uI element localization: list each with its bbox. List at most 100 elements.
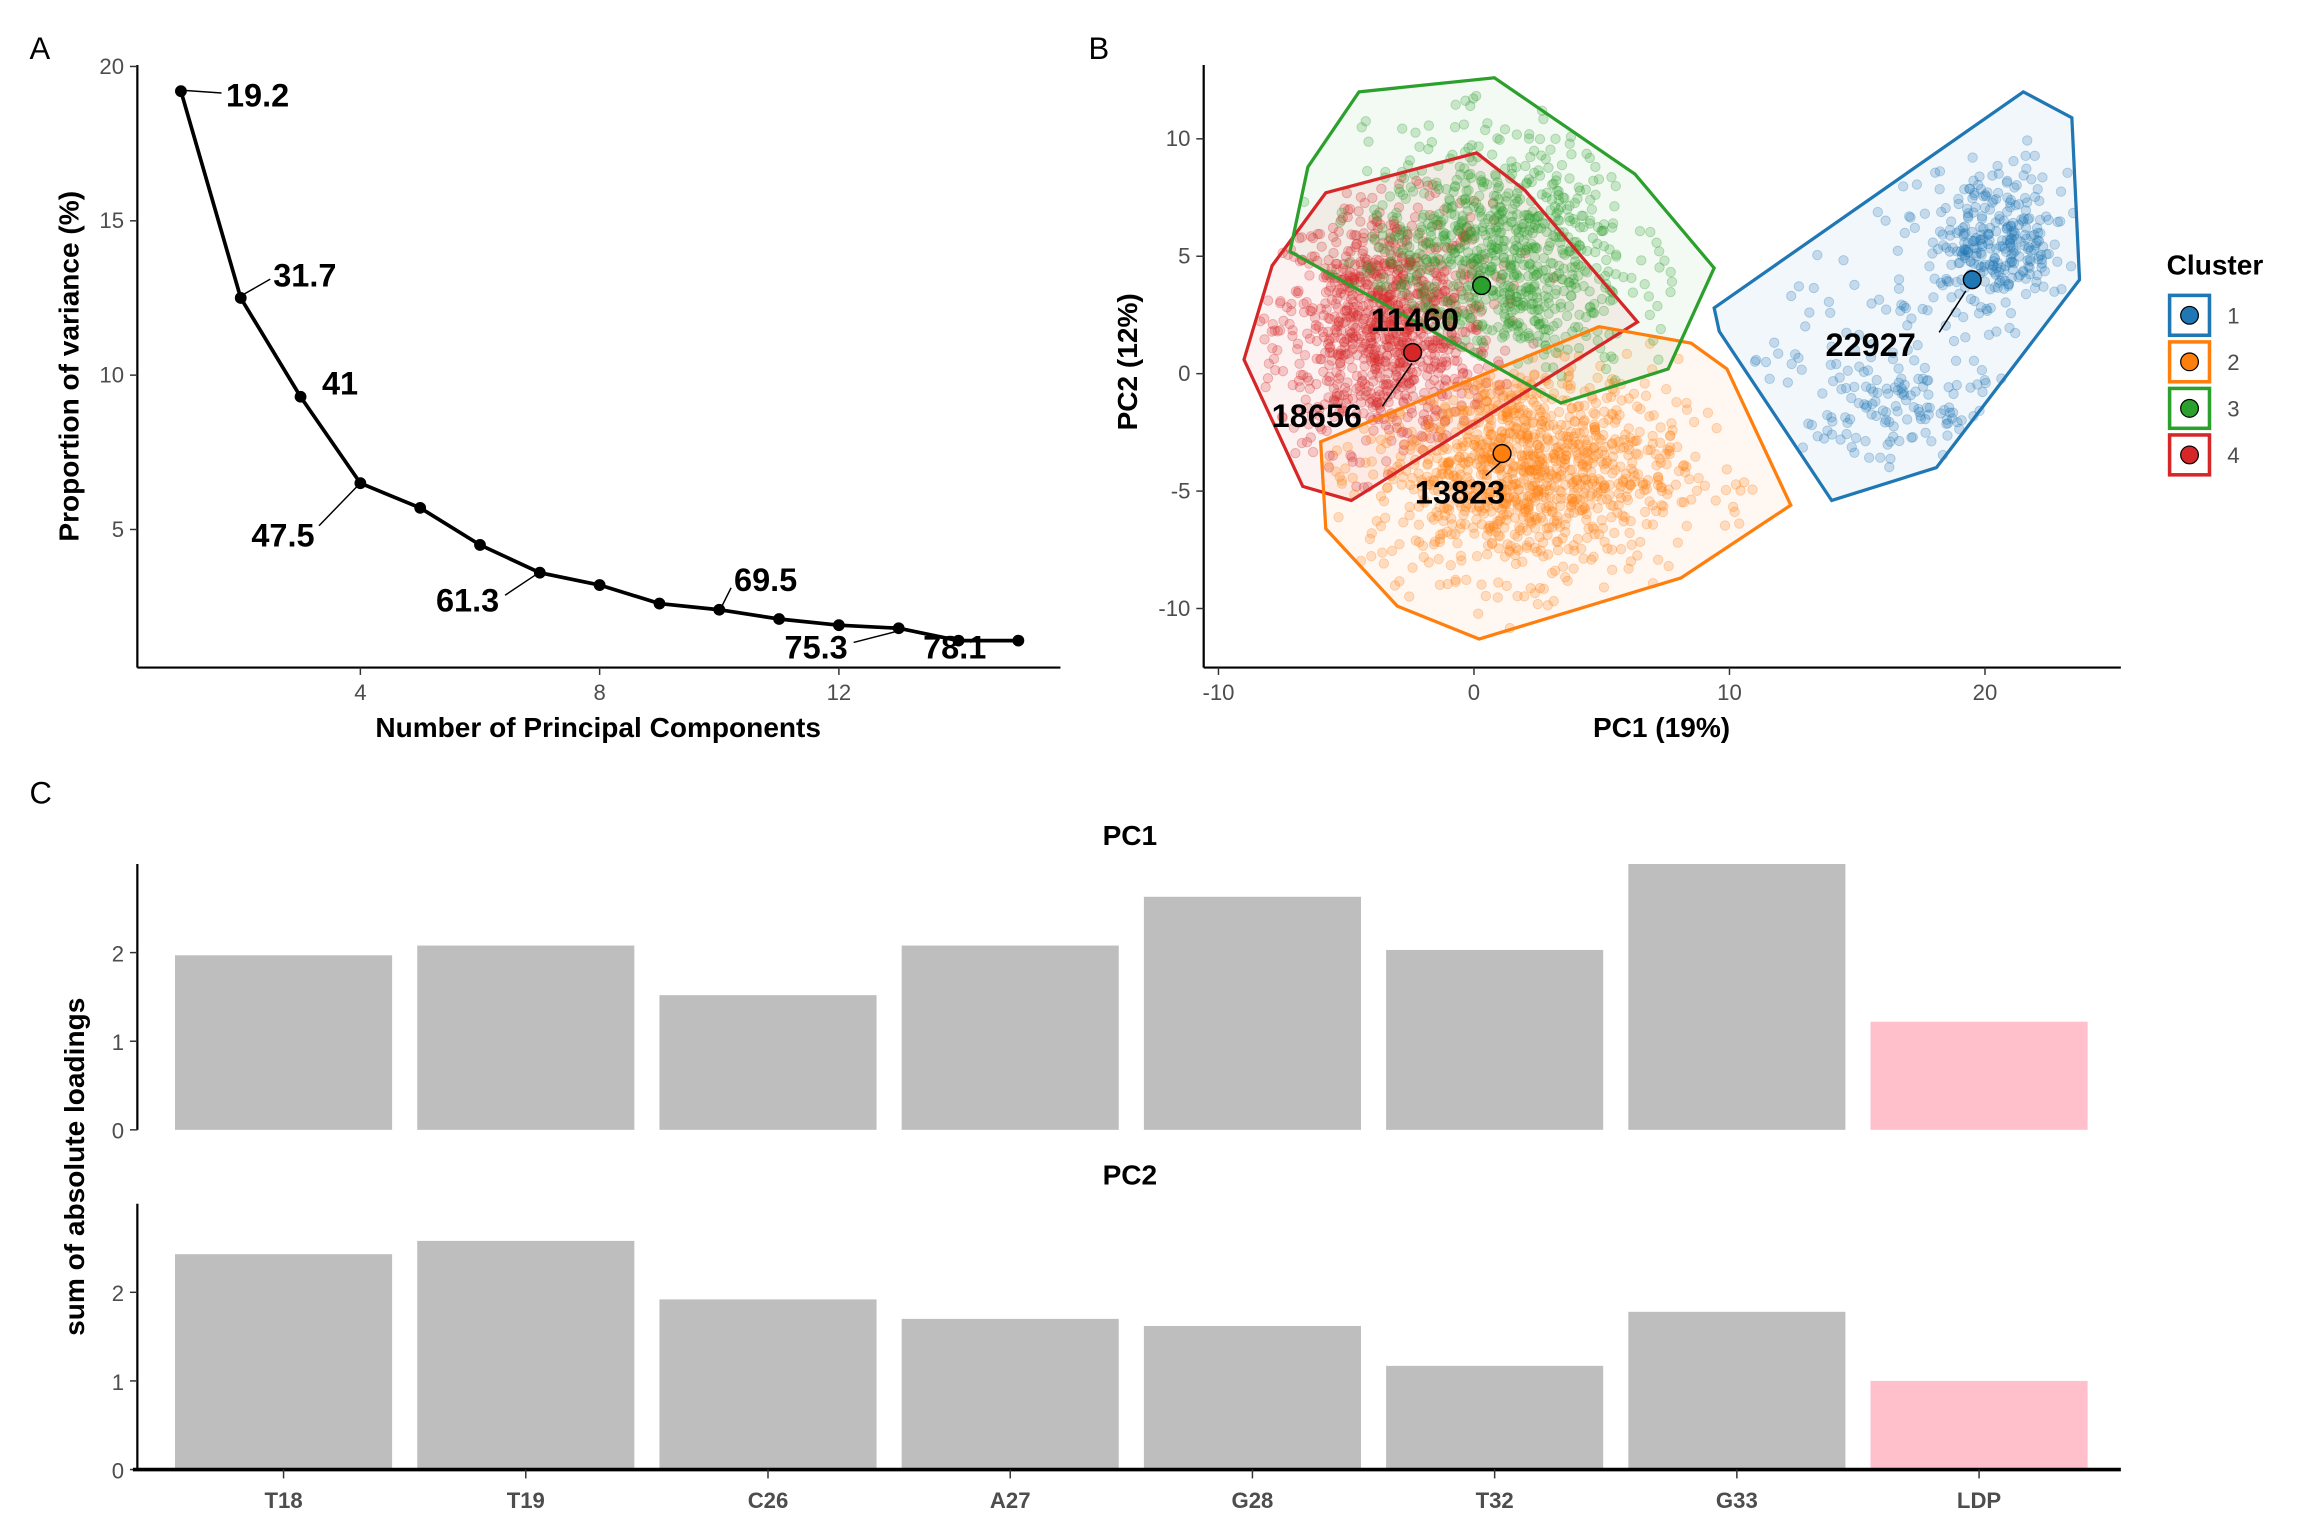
scatter-point [1538,583,1549,595]
scatter-point [1653,354,1664,365]
scatter-point [1368,268,1379,279]
scatter-point [1334,390,1345,401]
scatter-point [1328,231,1339,243]
scatter-point [1287,330,1298,342]
scatter-point [1634,225,1646,237]
scatter-point [1269,325,1280,336]
scatter-point [1543,162,1554,173]
scatter-point [1662,489,1673,500]
scatter-point [1469,233,1480,244]
scatter-point [1992,160,2003,172]
scatter-point [1381,456,1392,467]
scatter-point [1421,239,1432,250]
scatter-point [1405,256,1417,267]
scatter-point [1665,286,1676,298]
scatter-point [1451,174,1462,186]
scatter-point [1354,381,1365,392]
scatter-point [1382,292,1394,303]
scatter-point [1394,340,1405,351]
scatter-point [1322,460,1334,471]
scatter-point [1542,432,1553,443]
scatter-point [1391,279,1402,290]
scatter-point [1834,372,1845,383]
scatter-point [1566,149,1577,160]
scatter-point [1678,497,1690,508]
scatter-point [1643,291,1655,302]
scatter-point [1415,288,1427,299]
scatter-point [1369,354,1380,366]
scatter-point [1473,363,1484,374]
scatter-point [1691,485,1703,496]
scatter-point [1456,270,1467,281]
scatter-point [1871,374,1882,386]
scatter-point [1570,217,1581,228]
scatter-point [1373,314,1385,325]
scatter-point [1366,551,1377,562]
scatter-point [1307,303,1319,314]
scatter-point [1374,272,1386,284]
scatter-point [1371,361,1382,372]
scatter-point [1437,342,1449,353]
scatter-point [1412,288,1423,299]
scatter-point [1442,578,1453,590]
scatter-point [2015,236,2026,247]
scatter-point [1430,187,1441,199]
scatter-point [1335,360,1346,372]
scatter-point [1625,515,1636,527]
scatter-point [1442,457,1453,468]
scatter-point [1654,246,1665,257]
scatter-point [1499,124,1511,135]
scatter-point [1459,269,1471,280]
scatter-point [1406,407,1418,419]
scatter-point [1520,300,1531,311]
scatter-point [1442,327,1453,338]
scatter-point [1542,600,1553,611]
scatter-point [1672,537,1683,548]
scatter-point [1398,517,1409,528]
scatter-point [1453,254,1465,266]
scatter-point [1420,297,1431,308]
scatter-point [1437,279,1448,290]
scatter-point [1474,301,1485,313]
scatter-point [1800,321,1811,332]
scatter-point [1403,319,1414,330]
scatter-point [1369,345,1381,356]
scatter-point [1339,342,1351,353]
scatter-point [1846,392,1857,404]
scatter-point [1440,360,1452,371]
scatter-point [2049,286,2060,297]
scatter-point [1524,213,1535,224]
scatter-point [1627,457,1638,468]
scatter-point [1550,133,1561,145]
scatter-point [1562,344,1573,355]
scatter-point [1392,336,1404,347]
scatter-point [1458,215,1469,226]
scatter-point [1392,315,1403,326]
scatter-point [1849,447,1860,458]
scatter-point [1435,271,1446,282]
scatter-point [1263,358,1274,369]
scatter-point [1641,518,1652,530]
scatter-point [1481,530,1493,541]
scatter-point [1520,286,1532,297]
scatter-point [1429,356,1441,367]
scatter-point [1366,331,1377,343]
scatter-point [1425,433,1436,444]
scatter-point [1987,170,1998,181]
scatter-point [1343,258,1355,269]
label-leader-line [318,482,361,527]
scatter-point [1523,501,1534,513]
scatter-point [1644,309,1656,321]
scatter-point [1378,496,1390,507]
scatter-point [1362,165,1373,177]
scatter-point [1425,349,1437,360]
scatter-point [1460,198,1471,209]
scatter-point [1336,207,1347,218]
scatter-point [1390,280,1402,292]
scatter-point [1414,267,1426,279]
scatter-point [1383,265,1394,276]
scatter-point [1416,430,1427,442]
scatter-point [1735,485,1746,496]
scatter-point [1624,527,1635,539]
scatter-point [1358,314,1369,325]
